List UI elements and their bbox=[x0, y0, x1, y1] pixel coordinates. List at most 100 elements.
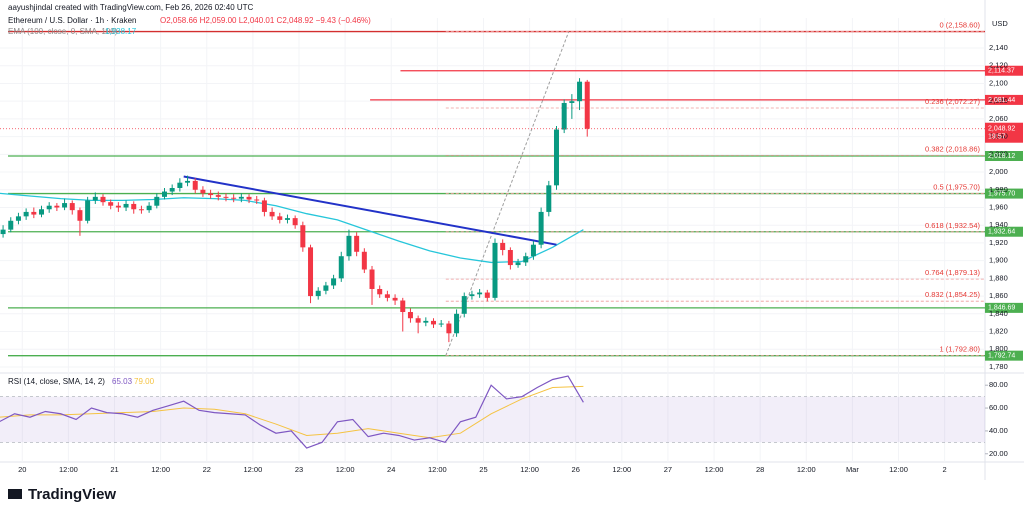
candle-body bbox=[392, 297, 398, 301]
candle-body bbox=[269, 211, 275, 217]
y-tick-label: 1,960 bbox=[989, 202, 1008, 211]
candle-body bbox=[354, 235, 360, 252]
y-tick-label: 1,900 bbox=[989, 256, 1008, 265]
candle-body bbox=[523, 256, 529, 263]
fib-label: 1 (1,792.80) bbox=[940, 345, 981, 354]
candle-body bbox=[331, 278, 337, 286]
candle-body bbox=[254, 199, 260, 201]
fib-label: 0.382 (2,018.86) bbox=[925, 144, 981, 153]
y-tick-label: 1,800 bbox=[989, 344, 1008, 353]
y-tick-label: 2,000 bbox=[989, 167, 1008, 176]
candle-body bbox=[292, 218, 298, 226]
x-tick-label: Mar bbox=[846, 465, 859, 474]
x-tick-label: 23 bbox=[295, 465, 303, 474]
candle-body bbox=[169, 188, 175, 192]
level-label: 1,932.64 bbox=[988, 229, 1015, 236]
x-tick-label: 12:00 bbox=[797, 465, 816, 474]
fib-label: 0.5 (1,975.70) bbox=[933, 183, 980, 192]
candle-body bbox=[77, 210, 83, 221]
candle-body bbox=[208, 193, 214, 196]
x-tick-label: 12:00 bbox=[59, 465, 78, 474]
candle-body bbox=[39, 209, 45, 215]
y-tick-label: 2,100 bbox=[989, 78, 1008, 87]
y-tick-label: 1,780 bbox=[989, 362, 1008, 371]
y-tick-label: 1,940 bbox=[989, 220, 1008, 229]
fib-label: 0.764 (1,879.13) bbox=[925, 268, 981, 277]
candle-body bbox=[215, 195, 221, 197]
candle-body bbox=[461, 296, 467, 314]
candle-body bbox=[507, 250, 513, 266]
y-tick-label: 2,140 bbox=[989, 43, 1008, 52]
y-tick-label: 1,840 bbox=[989, 309, 1008, 318]
candle-body bbox=[477, 292, 483, 295]
level-tag bbox=[985, 94, 1023, 105]
candle-body bbox=[231, 197, 237, 199]
candle-body bbox=[369, 269, 375, 289]
last-price-label: 2,048.92 bbox=[988, 126, 1015, 133]
candle-body bbox=[192, 180, 198, 190]
level-tag bbox=[985, 226, 1023, 237]
panes bbox=[0, 0, 1024, 480]
candle-body bbox=[161, 191, 167, 197]
level-tag bbox=[985, 302, 1023, 313]
rsi-tick-label: 40.00 bbox=[989, 426, 1008, 435]
rsi-tick-label: 20.00 bbox=[989, 449, 1008, 458]
fib-label: 0.832 (1,854.25) bbox=[925, 290, 981, 299]
level-label: 1,792.74 bbox=[988, 353, 1015, 360]
candle-body bbox=[31, 211, 37, 215]
candle-body bbox=[62, 203, 68, 208]
logo-mark bbox=[8, 489, 22, 499]
level-tag bbox=[985, 188, 1023, 199]
x-tick-label: 21 bbox=[110, 465, 118, 474]
ema-line bbox=[0, 192, 584, 264]
level-label: 2,081.44 bbox=[988, 97, 1015, 104]
candle-body bbox=[431, 320, 437, 325]
candle-body bbox=[154, 196, 160, 206]
x-tick-label: 24 bbox=[387, 465, 395, 474]
x-tick-label: 27 bbox=[664, 465, 672, 474]
level-tag bbox=[985, 350, 1023, 361]
candle-body bbox=[377, 288, 383, 295]
x-tick-label: 12:00 bbox=[705, 465, 724, 474]
rsi-tick-label: 80.00 bbox=[989, 380, 1008, 389]
candle-body bbox=[261, 200, 267, 212]
rsi-line bbox=[0, 375, 584, 449]
level-label: 2,018.12 bbox=[988, 153, 1015, 160]
fib-label: 0.236 (2,072.27) bbox=[925, 97, 981, 106]
candle-body bbox=[561, 102, 567, 130]
x-tick-label: 12:00 bbox=[889, 465, 908, 474]
candle-body bbox=[338, 256, 344, 279]
candle-body bbox=[538, 211, 544, 245]
candle-body bbox=[277, 216, 283, 220]
candle-body bbox=[284, 218, 290, 220]
candle-body bbox=[400, 300, 406, 313]
candle-body bbox=[346, 235, 352, 257]
x-tick-label: 25 bbox=[479, 465, 487, 474]
y-tick-label: 2,040 bbox=[989, 132, 1008, 141]
candle-body bbox=[484, 292, 490, 298]
x-tick-label: 12:00 bbox=[520, 465, 539, 474]
y-tick-label: 2,020 bbox=[989, 149, 1008, 158]
candle-body bbox=[469, 294, 475, 297]
rsi-band bbox=[0, 396, 985, 443]
candle-body bbox=[423, 320, 429, 323]
candle-body bbox=[384, 294, 390, 298]
rsi-sma-line bbox=[0, 385, 584, 439]
ema-value: 1,938.17 bbox=[105, 27, 137, 36]
candle-body bbox=[131, 203, 137, 210]
symbol: Ethereum / U.S. Dollar · 1h · Kraken bbox=[8, 16, 137, 25]
y-tick-label: 1,920 bbox=[989, 238, 1008, 247]
candle-body bbox=[238, 196, 244, 199]
y-tick-label: 2,080 bbox=[989, 96, 1008, 105]
y-tick-label: 1,820 bbox=[989, 326, 1008, 335]
candle-body bbox=[569, 101, 575, 103]
candle-body bbox=[515, 262, 521, 266]
brand: TradingView bbox=[28, 486, 116, 503]
y-tick-label: 2,060 bbox=[989, 114, 1008, 123]
candle-body bbox=[108, 202, 114, 206]
rsi-legend-value: 65.03 bbox=[112, 377, 133, 386]
creator-line: aayushjindal created with TradingView.co… bbox=[8, 3, 254, 12]
y-tick-label: 1,880 bbox=[989, 273, 1008, 282]
candle-body bbox=[500, 242, 506, 251]
last-price-tag bbox=[985, 122, 1023, 143]
